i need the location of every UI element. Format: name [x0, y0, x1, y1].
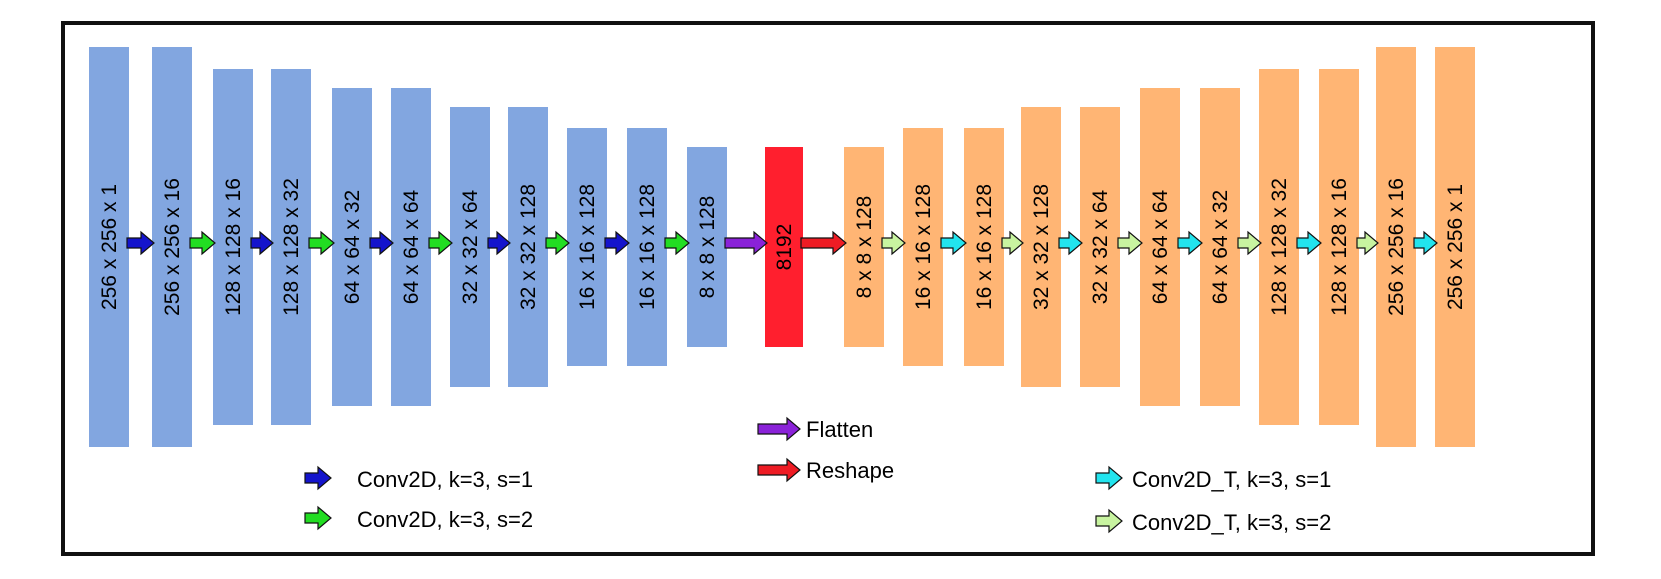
legend-reshape: Reshape	[757, 457, 894, 483]
legend-convT-s1-label: Conv2D_T, k=3, s=1	[1132, 467, 1331, 492]
legend-convT-s1: Conv2D_T, k=3, s=1	[1095, 465, 1331, 492]
layer-block-decoder	[903, 128, 943, 366]
connection-arrow-conv-s1	[369, 230, 394, 256]
legend-conv-s2-label: Conv2D, k=3, s=2	[357, 507, 533, 532]
legend-convT-s2-arrow-icon	[1095, 508, 1123, 534]
legend-flatten-label: Flatten	[806, 417, 873, 442]
layer-block-encoder	[508, 107, 548, 387]
layer-block-encoder	[271, 69, 311, 425]
layer-label: 16 x 16 x 128	[973, 184, 996, 310]
layer-label: 16 x 16 x 128	[576, 184, 599, 310]
legend-convT-s2-label: Conv2D_T, k=3, s=2	[1132, 510, 1331, 535]
layer-block-encoder	[687, 147, 727, 347]
layer-label: 128 x 128 x 32	[1268, 178, 1291, 316]
legend-convT-s1-arrow-icon	[1095, 465, 1123, 491]
connection-arrow-conv-s2	[545, 230, 570, 256]
connection-arrow-convT-s1	[1058, 230, 1083, 256]
layers-group: 256 x 256 x 1 256 x 256 x 16 128 x 128 x 1…	[89, 47, 1475, 447]
legend-conv-s1: Conv2D, k=3, s=1	[304, 465, 533, 492]
layer-block-decoder	[1319, 69, 1359, 425]
layer-label: 256 x 256 x 1	[1444, 184, 1467, 310]
connection-arrow-conv-s1	[250, 230, 274, 256]
layer-label: 16 x 16 x 128	[636, 184, 659, 310]
connection-arrow-conv-s1	[487, 230, 511, 256]
layer-label: 32 x 32 x 64	[1089, 189, 1112, 304]
layer-label: 128 x 128 x 16	[1328, 178, 1351, 316]
legend-flatten: Flatten	[757, 416, 873, 442]
layer-block-decoder	[964, 128, 1004, 366]
layer-block-decoder	[1376, 47, 1416, 447]
layer-block-encoder	[152, 47, 192, 447]
connection-arrow-conv-s2	[189, 230, 216, 256]
layer-label: 32 x 32 x 64	[459, 189, 482, 304]
layer-label: 128 x 128 x 16	[222, 178, 245, 316]
connection-arrow-conv-s1	[126, 230, 155, 256]
legend-conv-s2: Conv2D, k=3, s=2	[304, 505, 533, 532]
connection-arrow-conv-s1	[604, 230, 630, 256]
layer-label: 8 x 8 x 128	[853, 196, 876, 299]
connection-arrow-convT-s2	[1117, 230, 1143, 256]
connection-arrow-convT-s1	[1296, 230, 1322, 256]
layer-label: 32 x 32 x 128	[1030, 184, 1053, 310]
layer-block-decoder	[1259, 69, 1299, 425]
legend-flatten-arrow-icon	[757, 416, 801, 442]
layer-block-decoder	[1200, 88, 1240, 406]
layer-block-encoder	[391, 88, 431, 406]
legend-reshape-label: Reshape	[806, 458, 894, 483]
legend-conv-s1-label: Conv2D, k=3, s=1	[357, 467, 533, 492]
layer-label: 8 x 8 x 128	[696, 196, 719, 299]
legend-reshape-arrow-icon	[757, 457, 801, 483]
legend-convT-s2: Conv2D_T, k=3, s=2	[1095, 508, 1331, 535]
layer-block-encoder	[567, 128, 607, 366]
layer-label: 8192	[773, 224, 796, 271]
legend-conv-s2-arrow-icon	[304, 505, 332, 531]
layer-block-decoder	[1435, 47, 1475, 447]
connection-arrow-convT-s2	[1356, 230, 1379, 256]
layer-label: 64 x 64 x 64	[1149, 189, 1172, 304]
layer-label: 16 x 16 x 128	[912, 184, 935, 310]
connection-arrow-convT-s1	[1413, 230, 1438, 256]
layer-block-encoder	[332, 88, 372, 406]
arrows-group	[126, 230, 1438, 256]
layer-label: 256 x 256 x 16	[161, 178, 184, 316]
connection-arrow-convT-s1	[1177, 230, 1203, 256]
layer-block-bottleneck	[765, 147, 803, 347]
layer-label: 64 x 64 x 32	[1209, 190, 1232, 304]
connection-arrow-convT-s2	[881, 230, 906, 256]
layer-block-decoder	[1080, 107, 1120, 387]
layer-label: 128 x 128 x 32	[280, 178, 303, 316]
layer-label: 64 x 64 x 32	[341, 190, 364, 304]
legend-conv-s1-arrow-icon	[304, 465, 332, 491]
layer-label: 256 x 256 x 1	[98, 184, 121, 310]
connection-arrow-flatten	[724, 230, 768, 256]
layer-block-decoder	[1021, 107, 1061, 387]
layer-label: 256 x 256 x 16	[1385, 178, 1408, 316]
connection-arrow-reshape	[800, 230, 847, 256]
connection-arrow-conv-s2	[308, 230, 335, 256]
layer-label: 32 x 32 x 128	[517, 184, 540, 310]
connection-arrow-conv-s2	[664, 230, 690, 256]
layer-block-decoder	[844, 147, 884, 347]
connection-arrow-convT-s2	[1237, 230, 1262, 256]
connection-arrow-convT-s2	[1001, 230, 1024, 256]
layer-block-encoder	[450, 107, 490, 387]
layer-label: 64 x 64 x 64	[400, 189, 423, 304]
connection-arrow-convT-s1	[940, 230, 967, 256]
layer-block-decoder	[1140, 88, 1180, 406]
layer-block-encoder	[213, 69, 253, 425]
layer-block-encoder	[627, 128, 667, 366]
connection-arrow-conv-s2	[428, 230, 453, 256]
layer-block-encoder	[89, 47, 129, 447]
